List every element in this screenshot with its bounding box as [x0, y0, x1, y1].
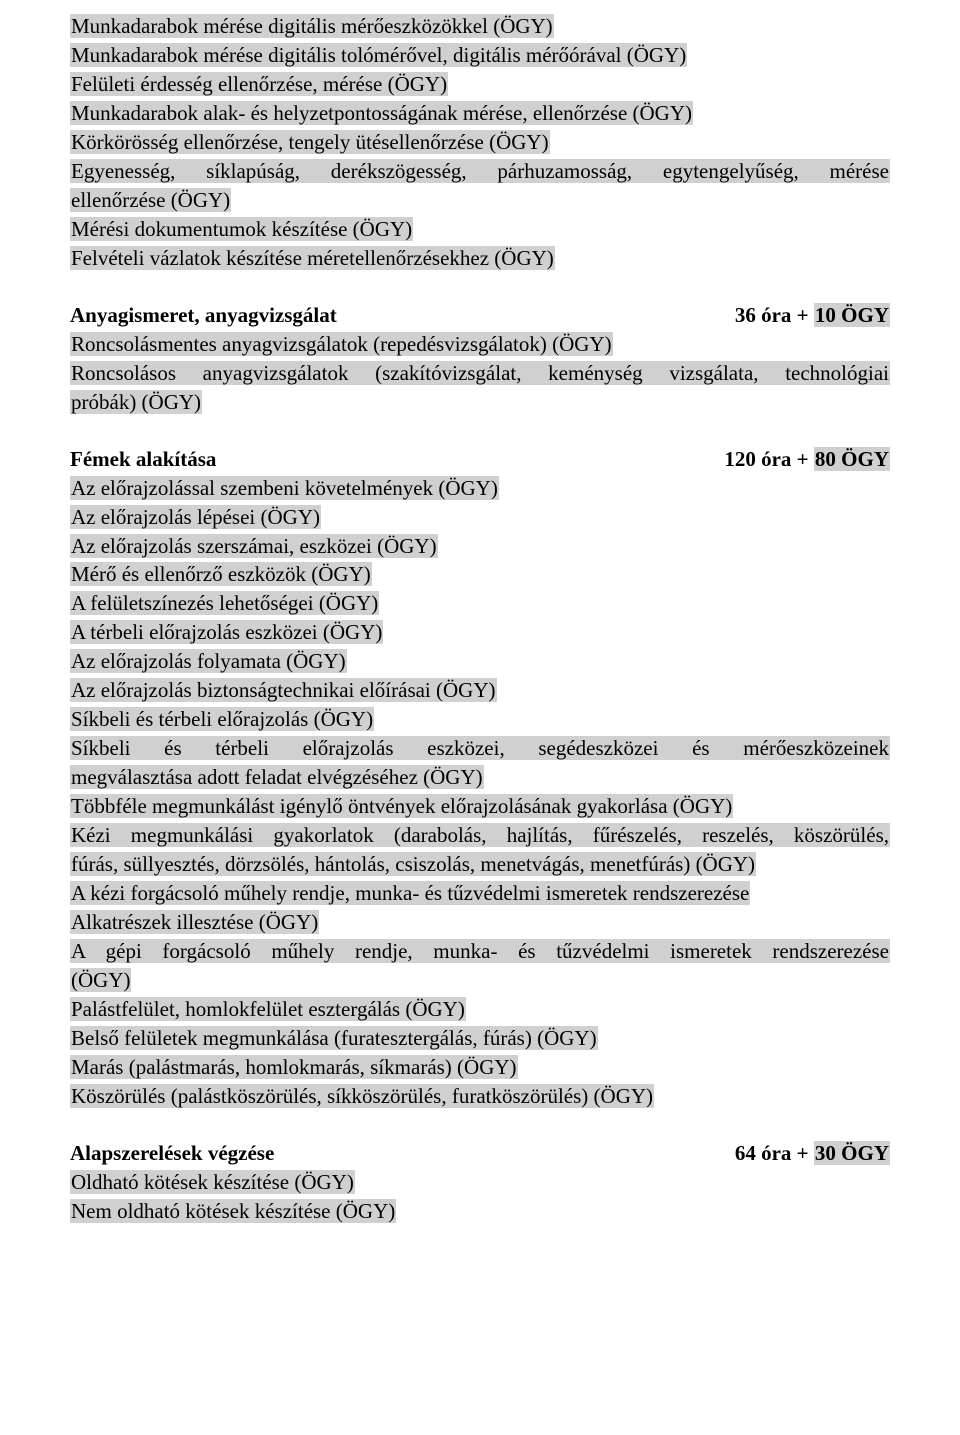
- text-line: Marás (palástmarás, homlokmarás, síkmará…: [70, 1053, 890, 1082]
- text-line: Síkbeli és térbeli előrajzolás (ÖGY): [70, 705, 890, 734]
- text-line: Alkatrészek illesztése (ÖGY): [70, 908, 890, 937]
- text-line: Felületi érdesség ellenőrzése, mérése (Ö…: [70, 70, 890, 99]
- text-line: Roncsolásmentes anyagvizsgálatok (repedé…: [70, 330, 890, 359]
- section-anyagismeret: Anyagismeret, anyagvizsgálat 36 óra + 10…: [70, 301, 890, 417]
- text-line: A gépi forgácsoló műhely rendje, munka- …: [70, 937, 890, 966]
- text-line: Egyenesség, síklapúság, derékszögesség, …: [70, 157, 890, 186]
- section-heading: Anyagismeret, anyagvizsgálat 36 óra + 10…: [70, 301, 890, 330]
- text-line: Munkadarabok mérése digitális tolómérőve…: [70, 41, 890, 70]
- text-line: Többféle megmunkálást igénylő öntvények …: [70, 792, 890, 821]
- text-line: Az előrajzolás folyamata (ÖGY): [70, 647, 890, 676]
- section-hours: 120 óra + 80 ÖGY: [724, 445, 890, 474]
- section-hours: 64 óra + 30 ÖGY: [735, 1139, 890, 1168]
- intro-block: Munkadarabok mérése digitális mérőeszköz…: [70, 12, 890, 273]
- text-line: Mérési dokumentumok készítése (ÖGY): [70, 215, 890, 244]
- text-line: Felvételi vázlatok készítése méretellenő…: [70, 244, 890, 273]
- text-line: Nem oldható kötések készítése (ÖGY): [70, 1197, 890, 1226]
- section-femek: Fémek alakítása 120 óra + 80 ÖGY Az előr…: [70, 445, 890, 1111]
- text-line: Munkadarabok mérése digitális mérőeszköz…: [70, 12, 890, 41]
- text-line: Roncsolásos anyagvizsgálatok (szakítóviz…: [70, 359, 890, 388]
- text-line: Az előrajzolással szembeni követelmények…: [70, 474, 890, 503]
- section-title: Alapszerelések végzése: [70, 1139, 274, 1168]
- text-line: A kézi forgácsoló műhely rendje, munka- …: [70, 879, 890, 908]
- text-line: Belső felületek megmunkálása (furateszte…: [70, 1024, 890, 1053]
- text-line: Az előrajzolás biztonságtechnikai előírá…: [70, 676, 890, 705]
- text-line: Körkörösség ellenőrzése, tengely ütésell…: [70, 128, 890, 157]
- section-heading: Fémek alakítása 120 óra + 80 ÖGY: [70, 445, 890, 474]
- text-line: Az előrajzolás szerszámai, eszközei (ÖGY…: [70, 532, 890, 561]
- text-line: ellenőrzése (ÖGY): [70, 186, 890, 215]
- text-line: Az előrajzolás lépései (ÖGY): [70, 503, 890, 532]
- text-line: fúrás, süllyesztés, dörzsölés, hántolás,…: [70, 850, 890, 879]
- text-line: Síkbeli és térbeli előrajzolás eszközei,…: [70, 734, 890, 763]
- text-line: A térbeli előrajzolás eszközei (ÖGY): [70, 618, 890, 647]
- text-line: (ÖGY): [70, 966, 890, 995]
- text-line: Kézi megmunkálási gyakorlatok (darabolás…: [70, 821, 890, 850]
- text-line: Köszörülés (palástköszörülés, síkköszörü…: [70, 1082, 890, 1111]
- text-line: Oldható kötések készítése (ÖGY): [70, 1168, 890, 1197]
- section-alapszerelesek: Alapszerelések végzése 64 óra + 30 ÖGY O…: [70, 1139, 890, 1226]
- text-line: Munkadarabok alak- és helyzetpontosságán…: [70, 99, 890, 128]
- section-title: Fémek alakítása: [70, 445, 216, 474]
- text-line: próbák) (ÖGY): [70, 388, 890, 417]
- section-title: Anyagismeret, anyagvizsgálat: [70, 301, 337, 330]
- section-heading: Alapszerelések végzése 64 óra + 30 ÖGY: [70, 1139, 890, 1168]
- section-hours: 36 óra + 10 ÖGY: [735, 301, 890, 330]
- text-line: Mérő és ellenőrző eszközök (ÖGY): [70, 560, 890, 589]
- text-line: megválasztása adott feladat elvégzéséhez…: [70, 763, 890, 792]
- text-line: A felületszínezés lehetőségei (ÖGY): [70, 589, 890, 618]
- text-line: Palástfelület, homlokfelület esztergálás…: [70, 995, 890, 1024]
